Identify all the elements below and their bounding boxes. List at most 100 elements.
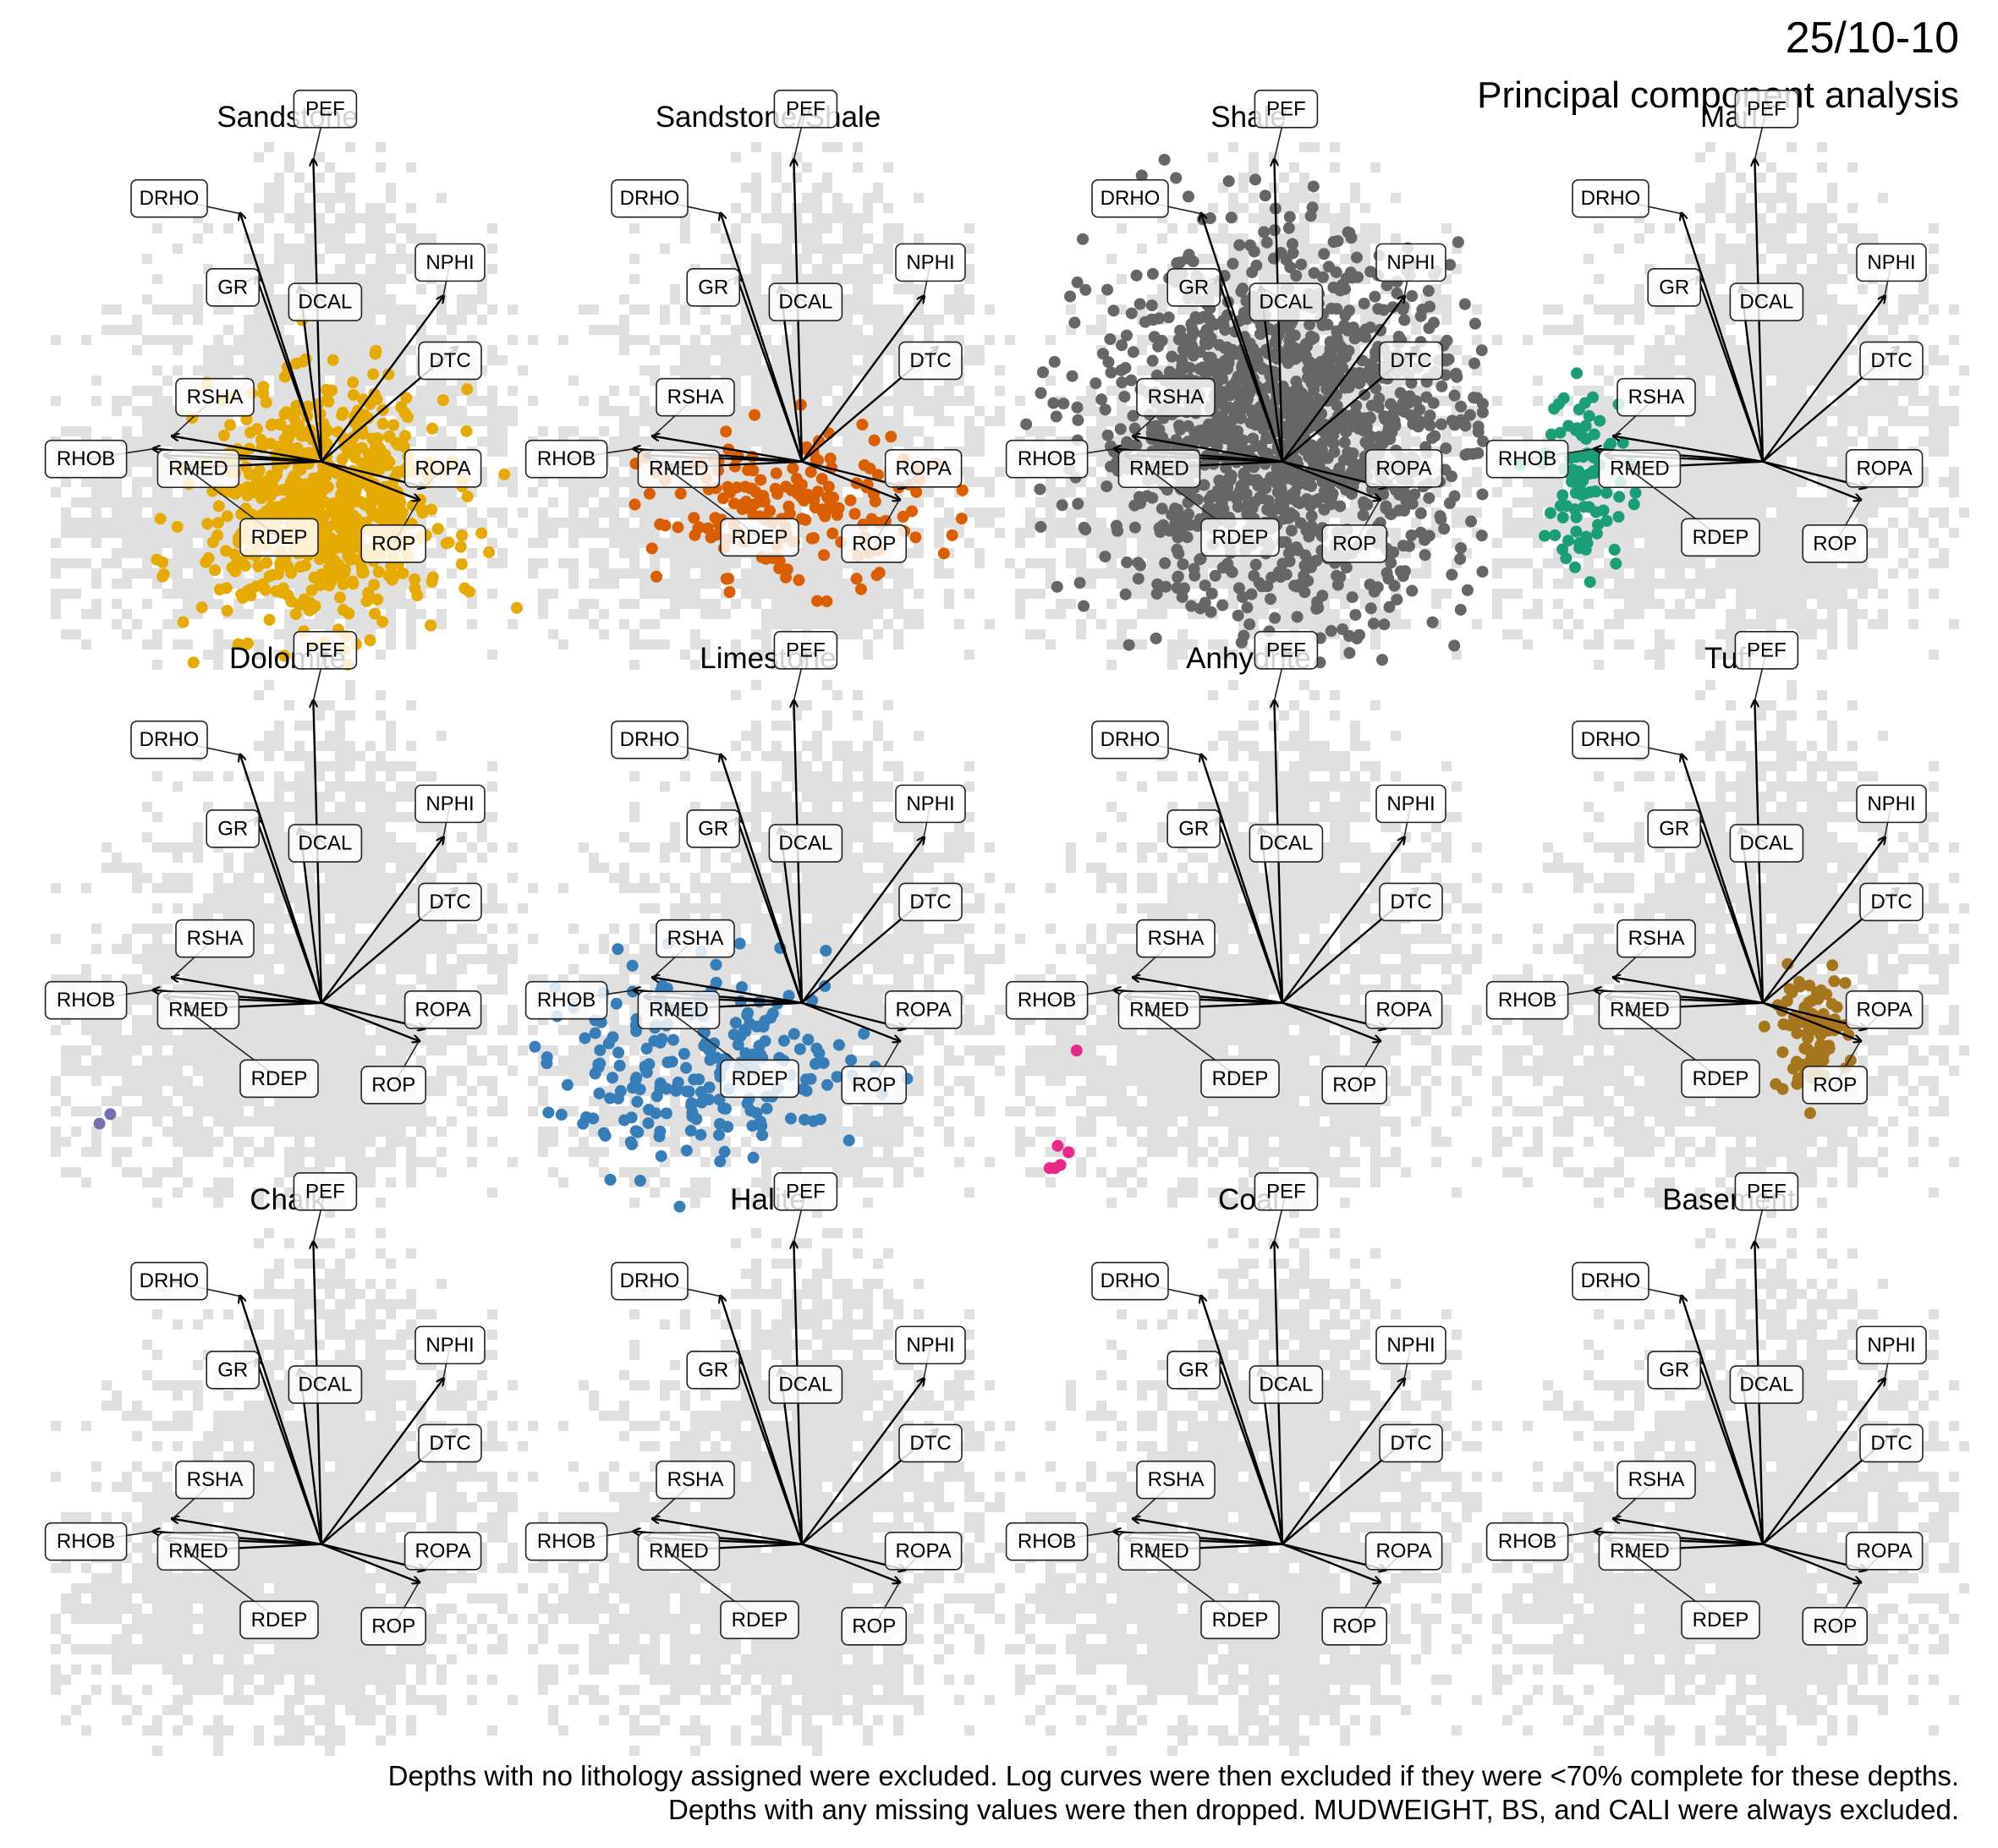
background-tile bbox=[508, 477, 518, 487]
background-tile bbox=[447, 386, 457, 396]
background-tile bbox=[1411, 325, 1421, 335]
score-point bbox=[1101, 283, 1114, 296]
score-point bbox=[224, 419, 237, 431]
background-tile bbox=[1025, 558, 1035, 568]
background-tile bbox=[761, 406, 771, 416]
background-tile bbox=[274, 264, 284, 274]
background-tile bbox=[112, 325, 122, 335]
background-tile bbox=[284, 335, 294, 345]
score-point bbox=[801, 488, 814, 501]
background-tile bbox=[964, 264, 974, 274]
background-tile bbox=[812, 619, 822, 629]
background-tile bbox=[568, 609, 579, 619]
background-tile bbox=[883, 619, 893, 629]
background-tile bbox=[589, 599, 599, 609]
background-tile bbox=[71, 558, 81, 568]
background-tile bbox=[802, 254, 812, 264]
score-point bbox=[297, 478, 310, 491]
background-tile bbox=[832, 335, 843, 345]
background-tile bbox=[771, 152, 782, 162]
background-tile bbox=[61, 558, 71, 568]
background-tile bbox=[680, 426, 690, 436]
background-tile bbox=[132, 386, 142, 396]
background-tile bbox=[152, 386, 162, 396]
background-tile bbox=[1238, 568, 1249, 579]
background-tile bbox=[619, 294, 629, 304]
background-tile bbox=[203, 416, 213, 426]
background-tile bbox=[812, 183, 822, 193]
background-tile bbox=[1025, 507, 1035, 518]
background-tile bbox=[376, 304, 386, 315]
score-point bbox=[650, 570, 663, 583]
background-tile bbox=[1228, 203, 1238, 213]
background-tile bbox=[1035, 558, 1046, 568]
background-tile bbox=[680, 355, 690, 365]
background-tile bbox=[843, 457, 853, 467]
background-tile bbox=[406, 629, 416, 639]
background-tile bbox=[284, 244, 294, 254]
background-tile bbox=[792, 355, 802, 365]
background-tile bbox=[680, 568, 690, 579]
background-tile bbox=[365, 619, 376, 629]
background-tile bbox=[294, 173, 305, 183]
background-tile bbox=[700, 609, 711, 619]
background-tile bbox=[152, 487, 162, 497]
background-tile bbox=[426, 487, 436, 497]
background-tile bbox=[873, 274, 883, 284]
background-tile bbox=[832, 396, 843, 406]
background-tile bbox=[650, 416, 660, 426]
background-tile bbox=[447, 315, 457, 325]
background-tile bbox=[406, 162, 416, 173]
background-tile bbox=[426, 396, 436, 406]
background-tile bbox=[832, 193, 843, 203]
background-tile bbox=[792, 599, 802, 609]
background-tile bbox=[162, 376, 173, 386]
score-point bbox=[206, 536, 219, 549]
background-tile bbox=[315, 193, 325, 203]
background-tile bbox=[1238, 254, 1249, 264]
score-point bbox=[338, 563, 351, 576]
background-tile bbox=[1391, 193, 1401, 203]
background-tile bbox=[264, 213, 274, 223]
background-tile bbox=[680, 599, 690, 609]
background-tile bbox=[589, 518, 599, 528]
background-tile bbox=[112, 497, 122, 507]
background-tile bbox=[345, 142, 355, 152]
background-tile bbox=[294, 244, 305, 254]
background-tile bbox=[213, 355, 223, 365]
background-tile bbox=[1106, 639, 1117, 650]
score-point bbox=[850, 573, 863, 585]
background-tile bbox=[934, 538, 944, 548]
background-tile bbox=[893, 233, 903, 244]
background-tile bbox=[508, 416, 518, 426]
score-point bbox=[321, 568, 333, 581]
score-point bbox=[455, 558, 468, 571]
background-tile bbox=[690, 497, 700, 507]
background-tile bbox=[690, 416, 700, 426]
score-point bbox=[1132, 573, 1144, 585]
background-tile bbox=[690, 426, 700, 436]
score-point bbox=[744, 482, 756, 495]
background-tile bbox=[690, 558, 700, 568]
background-tile bbox=[1370, 162, 1380, 173]
score-point bbox=[261, 557, 273, 569]
score-point bbox=[356, 457, 369, 469]
background-tile bbox=[1015, 538, 1025, 548]
background-tile bbox=[152, 629, 162, 639]
background-tile bbox=[1117, 487, 1127, 497]
background-tile bbox=[771, 619, 782, 629]
background-tile bbox=[944, 386, 954, 396]
background-tile bbox=[792, 619, 802, 629]
background-tile bbox=[670, 579, 680, 589]
background-tile bbox=[771, 436, 782, 447]
background-tile bbox=[335, 244, 345, 254]
background-tile bbox=[609, 568, 619, 579]
loading-label-gr: GR bbox=[217, 276, 248, 299]
background-tile bbox=[883, 325, 893, 335]
background-tile bbox=[700, 568, 711, 579]
background-tile bbox=[751, 629, 761, 639]
background-tile bbox=[670, 365, 680, 376]
background-tile bbox=[528, 538, 538, 548]
background-tile bbox=[853, 274, 863, 284]
background-tile bbox=[680, 365, 690, 376]
